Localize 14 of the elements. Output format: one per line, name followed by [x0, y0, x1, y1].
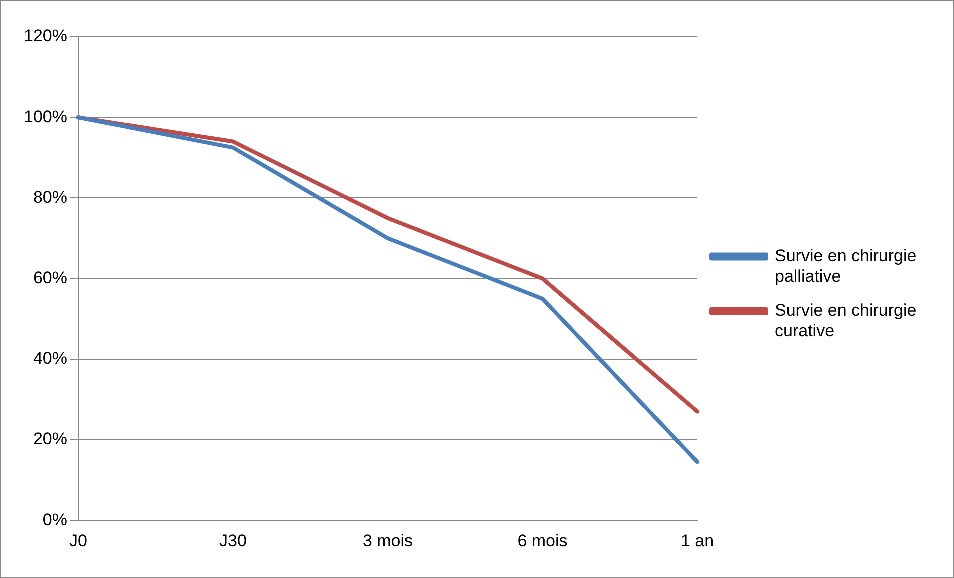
- y-tick-label: 20%: [33, 430, 68, 449]
- y-tick-label: 60%: [33, 268, 68, 288]
- x-tick-label: 3 mois: [362, 531, 414, 550]
- y-tick-label: 100%: [24, 107, 68, 126]
- x-tick-label: 6 mois: [518, 531, 568, 550]
- x-tick-label: J30: [220, 531, 247, 550]
- y-tick-label: 80%: [33, 188, 68, 207]
- x-tick-label: J0: [69, 531, 88, 550]
- x-tick-label: 1 an: [680, 531, 714, 550]
- y-tick-label: 120%: [24, 26, 68, 46]
- y-tick-label: 40%: [33, 349, 68, 368]
- y-tick-label: 0%: [42, 510, 68, 530]
- legend-label: Survie en chirurgie palliative: [775, 246, 917, 286]
- legend-label: Survie en chirurgie curative: [775, 301, 917, 341]
